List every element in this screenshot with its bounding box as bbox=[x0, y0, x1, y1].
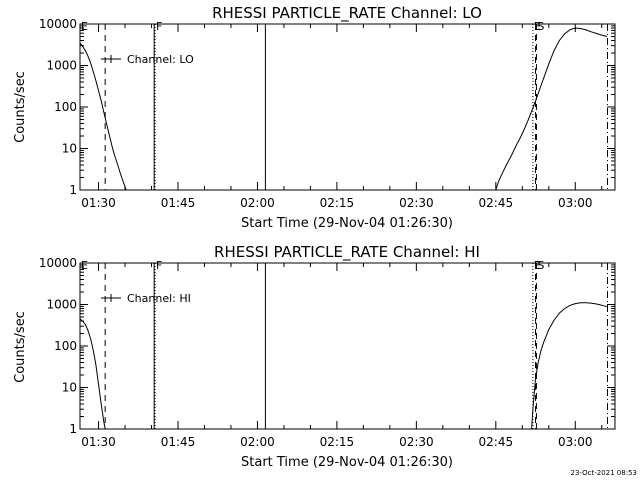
chart-title: RHESSI PARTICLE_RATE Channel: HI bbox=[214, 243, 480, 262]
chart-title: RHESSI PARTICLE_RATE Channel: LO bbox=[212, 4, 482, 23]
series-group bbox=[79, 27, 608, 191]
x-tick-label: 03:00 bbox=[558, 435, 593, 449]
tick-group: 1 10 100 1000 10000 01:30 01:45 02:00 02:15 02:30… bbox=[39, 17, 615, 210]
marker-label: E bbox=[81, 259, 88, 272]
x-tick-label: 01:45 bbox=[161, 435, 196, 449]
marker-label: E bbox=[81, 20, 88, 33]
series-line bbox=[79, 42, 127, 191]
legend-label: Channel: HI bbox=[127, 292, 191, 305]
x-tick-label: 01:30 bbox=[81, 196, 116, 210]
legend-label: Channel: LO bbox=[127, 53, 194, 66]
y-tick-label: 10 bbox=[62, 142, 77, 156]
panel-lo: RHESSI PARTICLE_RATE Channel: LO Counts/… bbox=[13, 4, 616, 231]
y-tick-label: 10000 bbox=[39, 17, 77, 31]
y-tick-label: 100 bbox=[54, 100, 77, 114]
x-tick-label: 02:45 bbox=[479, 196, 514, 210]
series-line bbox=[495, 27, 608, 191]
series-line bbox=[531, 302, 608, 430]
plot-frame bbox=[79, 23, 616, 191]
marker-label: F bbox=[156, 20, 162, 33]
x-tick-label: 02:00 bbox=[240, 435, 275, 449]
x-tick-label: 02:30 bbox=[399, 435, 434, 449]
y-tick-label: 1000 bbox=[46, 59, 77, 73]
vline-group bbox=[104, 263, 608, 429]
x-tick-label: 02:45 bbox=[479, 435, 514, 449]
panel-hi: RHESSI PARTICLE_RATE Channel: HI Counts/… bbox=[13, 243, 616, 470]
y-axis-label: Counts/sec bbox=[13, 71, 28, 143]
series-group bbox=[79, 302, 608, 430]
marker-group: E F ES bbox=[79, 259, 544, 429]
y-tick-label: 100 bbox=[54, 339, 77, 353]
plot-frame bbox=[79, 262, 616, 430]
y-tick-label: 1 bbox=[69, 422, 77, 436]
x-axis-label: Start Time (29-Nov-04 01:26:30) bbox=[241, 455, 453, 470]
x-tick-label: 01:45 bbox=[161, 196, 196, 210]
marker-label: E bbox=[534, 259, 541, 272]
tick-group: 1 10 100 1000 10000 01:30 01:45 02:00 02:15 02:30… bbox=[39, 256, 615, 449]
x-tick-label: 02:15 bbox=[320, 196, 355, 210]
marker-label: S bbox=[537, 259, 544, 272]
marker-group: E F ES bbox=[79, 20, 544, 190]
marker-label: E bbox=[534, 20, 541, 33]
vline-group bbox=[104, 24, 608, 190]
y-tick-label: 10000 bbox=[39, 256, 77, 270]
footer-timestamp: 23-Oct-2021 08:53 bbox=[571, 469, 637, 477]
y-axis-label: Counts/sec bbox=[13, 311, 28, 383]
x-tick-label: 03:00 bbox=[558, 196, 593, 210]
y-tick-label: 10 bbox=[62, 381, 77, 395]
x-tick-label: 02:00 bbox=[240, 196, 275, 210]
marker-label: F bbox=[156, 259, 162, 272]
x-axis-label: Start Time (29-Nov-04 01:26:30) bbox=[241, 216, 453, 231]
legend: Channel: HI bbox=[101, 292, 191, 305]
y-tick-label: 1000 bbox=[46, 298, 77, 312]
series-line bbox=[79, 318, 106, 430]
y-tick-label: 1 bbox=[69, 183, 77, 197]
x-tick-label: 02:15 bbox=[320, 435, 355, 449]
legend: Channel: LO bbox=[101, 53, 194, 66]
x-tick-label: 01:30 bbox=[81, 435, 116, 449]
marker-label: S bbox=[537, 20, 544, 33]
x-tick-label: 02:30 bbox=[399, 196, 434, 210]
